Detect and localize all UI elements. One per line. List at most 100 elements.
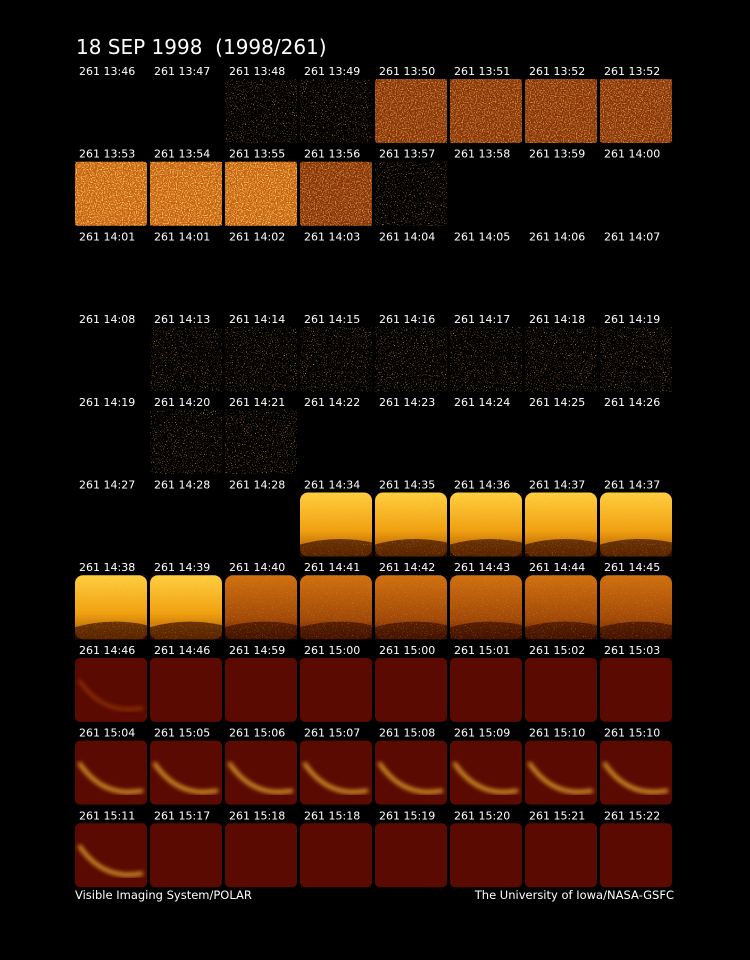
speckle bbox=[150, 327, 222, 392]
frame-label: 261 14:39 bbox=[154, 561, 210, 574]
frame-label: 261 15:11 bbox=[79, 809, 135, 822]
frame-label: 261 15:07 bbox=[304, 727, 360, 740]
frame-bg bbox=[375, 823, 447, 888]
frame-image bbox=[300, 492, 372, 557]
speckle bbox=[150, 161, 222, 226]
frame-bg bbox=[525, 740, 597, 805]
frame-image bbox=[600, 327, 672, 392]
aurora-arc bbox=[377, 761, 444, 794]
frame-label: 261 14:19 bbox=[604, 313, 660, 326]
frame-bg bbox=[525, 657, 597, 722]
frame-label: 261 15:19 bbox=[379, 809, 435, 822]
speckle bbox=[150, 575, 222, 640]
frame-image bbox=[225, 575, 297, 640]
speckle bbox=[375, 575, 447, 640]
frame-image bbox=[375, 740, 447, 805]
frame-image bbox=[600, 740, 672, 805]
frame-image bbox=[225, 657, 297, 722]
frame-label: 261 15:21 bbox=[529, 809, 585, 822]
speckle bbox=[525, 575, 597, 640]
frame-image bbox=[450, 823, 522, 888]
frame-label: 261 15:10 bbox=[604, 727, 660, 740]
speckle bbox=[75, 575, 147, 640]
frame-image bbox=[300, 823, 372, 888]
frame-label: 261 13:46 bbox=[79, 65, 135, 78]
frame-image bbox=[600, 575, 672, 640]
frame-label: 261 13:53 bbox=[79, 148, 135, 161]
frame-label: 261 14:21 bbox=[229, 396, 285, 409]
aurora-arc bbox=[152, 761, 219, 794]
frame-label: 261 14:05 bbox=[454, 230, 510, 243]
frame-label: 261 13:48 bbox=[229, 65, 285, 78]
frame-label: 261 15:09 bbox=[454, 727, 510, 740]
frame-label: 261 14:37 bbox=[604, 479, 660, 492]
frame-label: 261 14:43 bbox=[454, 561, 510, 574]
frame-image bbox=[225, 327, 297, 392]
speckle bbox=[600, 492, 672, 557]
frame-image bbox=[150, 575, 222, 640]
aurora-arc bbox=[452, 761, 519, 794]
frame-bg bbox=[300, 740, 372, 805]
frame-label: 261 14:37 bbox=[529, 479, 585, 492]
speckle bbox=[300, 575, 372, 640]
frame-image bbox=[525, 823, 597, 888]
aurora-arc bbox=[602, 761, 669, 794]
frame-label: 261 14:41 bbox=[304, 561, 360, 574]
speckle bbox=[450, 492, 522, 557]
frame-image bbox=[525, 492, 597, 557]
frame-label: 261 14:13 bbox=[154, 313, 210, 326]
frame-image bbox=[150, 409, 222, 474]
frame-image bbox=[225, 740, 297, 805]
frame-label: 261 14:40 bbox=[229, 561, 285, 574]
frame-label: 261 14:45 bbox=[604, 561, 660, 574]
frame-label: 261 15:22 bbox=[604, 809, 660, 822]
speckle bbox=[300, 492, 372, 557]
frame-image bbox=[225, 409, 297, 474]
frame-bg bbox=[375, 657, 447, 722]
frame-bg bbox=[525, 823, 597, 888]
speckle bbox=[450, 575, 522, 640]
frame-bg bbox=[225, 657, 297, 722]
frame-image bbox=[375, 161, 447, 226]
frame-image bbox=[150, 740, 222, 805]
frame-image bbox=[600, 823, 672, 888]
speckle bbox=[450, 327, 522, 392]
frame-label: 261 14:44 bbox=[529, 561, 585, 574]
frame-label: 261 15:06 bbox=[229, 727, 285, 740]
frame-label: 261 14:23 bbox=[379, 396, 435, 409]
aurora-arc bbox=[77, 844, 144, 877]
speckle bbox=[300, 161, 372, 226]
frame-label: 261 14:27 bbox=[79, 479, 135, 492]
frame-label: 261 15:05 bbox=[154, 727, 210, 740]
frame-label: 261 14:28 bbox=[229, 479, 285, 492]
frame-label: 261 14:17 bbox=[454, 313, 510, 326]
frame-image bbox=[375, 492, 447, 557]
frame-bg bbox=[600, 657, 672, 722]
frame-label: 261 14:28 bbox=[154, 479, 210, 492]
aurora-arc bbox=[302, 761, 369, 794]
frame-label: 261 13:58 bbox=[454, 148, 510, 161]
frame-image bbox=[75, 823, 147, 888]
frame-label: 261 13:56 bbox=[304, 148, 360, 161]
frame-image bbox=[600, 492, 672, 557]
frame-label: 261 14:35 bbox=[379, 479, 435, 492]
frame-bg bbox=[600, 823, 672, 888]
frame-image bbox=[150, 327, 222, 392]
speckle bbox=[600, 327, 672, 392]
frame-image bbox=[225, 161, 297, 226]
speckle bbox=[225, 575, 297, 640]
frame-bg bbox=[75, 823, 147, 888]
frame-image bbox=[300, 575, 372, 640]
frame-label: 261 13:55 bbox=[229, 148, 285, 161]
frame-bg bbox=[300, 657, 372, 722]
frame-label: 261 15:01 bbox=[454, 644, 510, 657]
frame-label: 261 14:16 bbox=[379, 313, 435, 326]
frame-label: 261 14:46 bbox=[79, 644, 135, 657]
frame-image bbox=[75, 161, 147, 226]
frame-label: 261 14:26 bbox=[604, 396, 660, 409]
frame-label: 261 14:22 bbox=[304, 396, 360, 409]
frame-label: 261 14:59 bbox=[229, 644, 285, 657]
frame-bg bbox=[600, 740, 672, 805]
frame-label: 261 14:19 bbox=[79, 396, 135, 409]
